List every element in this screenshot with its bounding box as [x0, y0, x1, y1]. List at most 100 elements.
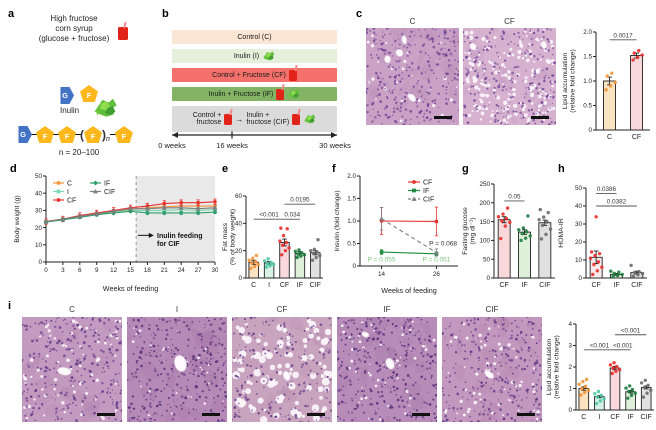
- svg-text:0: 0: [44, 267, 48, 274]
- panel-b-label: b: [162, 8, 169, 20]
- svg-text:40: 40: [35, 190, 43, 197]
- svg-text:0.0386: 0.0386: [597, 186, 617, 193]
- svg-text:CF: CF: [280, 282, 289, 289]
- svg-text:40: 40: [575, 203, 583, 210]
- svg-text:0: 0: [578, 275, 582, 282]
- inulin-icon: [304, 113, 316, 123]
- inulin-icon: [94, 98, 117, 117]
- liver-histology-i-cif: [442, 317, 542, 422]
- axes: 0 0.5 1.0 1.5 2.0 14 26 Insulin (fold change) We…: [334, 173, 458, 295]
- svg-text:Body weight (g): Body weight (g): [14, 195, 21, 242]
- panel-i-label: i: [8, 300, 12, 312]
- svg-text:HOMA-IR: HOMA-IR: [558, 218, 565, 248]
- group-label-cf: Control + Fructose (CF): [212, 71, 286, 79]
- svg-text:10: 10: [35, 242, 43, 249]
- panel-g-label: g: [462, 163, 469, 175]
- liver-histology-i-if: [337, 317, 437, 422]
- svg-text:4: 4: [568, 321, 572, 328]
- body-weight-chart: 0 10 20 30 40 50 0 3 6 9 12 15 18 21 24 27 30 Body weight…: [14, 173, 218, 293]
- histology-title-c: C: [409, 17, 416, 26]
- timeline-30-weeks: 30 weeks: [319, 141, 351, 150]
- svg-text:250: 250: [479, 181, 490, 188]
- timeline-0-weeks: 0 weeks: [158, 141, 186, 150]
- svg-text:100: 100: [479, 238, 490, 245]
- fructose-icon: [288, 69, 297, 81]
- inulin-icon: [263, 50, 275, 60]
- liver-histology-cf: [463, 28, 556, 125]
- panel-a-label: a: [8, 8, 15, 20]
- svg-text:1.5: 1.5: [347, 196, 356, 203]
- liver-histology-c: [366, 28, 459, 125]
- group-row-cif: Control + fructose → Inulin + fructose (…: [172, 106, 337, 132]
- svg-text:CIF: CIF: [641, 414, 652, 421]
- inulin-label: Inulin: [60, 106, 80, 115]
- svg-text:<0.001: <0.001: [590, 342, 610, 349]
- svg-text:<0.001: <0.001: [259, 212, 279, 219]
- svg-text:10: 10: [575, 257, 583, 264]
- svg-text:0.0017: 0.0017: [613, 32, 633, 39]
- fasting-glucose-chart: 0 50 100 150 200 250 Fasting glucose (mg dl⁻¹) 0…: [462, 181, 555, 289]
- n-range-label: n = 20–100: [58, 148, 100, 157]
- svg-text:P = 0.068: P = 0.068: [429, 240, 457, 247]
- svg-text:0.034: 0.034: [284, 212, 300, 219]
- svg-text:0.0382: 0.0382: [607, 199, 627, 206]
- svg-text:14: 14: [378, 271, 386, 278]
- svg-text:60: 60: [235, 193, 243, 200]
- svg-text:18: 18: [144, 267, 152, 274]
- bond: [31, 133, 37, 136]
- hfcs-title: High fructose corn syrup (glucose + fruc…: [38, 14, 110, 43]
- fructose-letter: F: [86, 91, 92, 100]
- svg-text:3: 3: [61, 267, 65, 274]
- panel-e-label: e: [222, 163, 229, 175]
- svg-text:C: C: [67, 180, 72, 187]
- chain-fructose-end: F: [114, 126, 133, 143]
- svg-text:(relative fold change): (relative fold change): [570, 49, 577, 112]
- homa-ir-chart: 0 10 20 30 40 50 HOMA-IR 0.0386 0.0382 CF IF CIF: [558, 185, 647, 289]
- svg-text:CF: CF: [610, 414, 619, 421]
- svg-text:0: 0: [352, 263, 356, 270]
- svg-text:Fat mass: Fat mass: [222, 222, 229, 251]
- svg-text:24: 24: [178, 267, 186, 274]
- svg-text:C: C: [607, 134, 612, 141]
- histology-title-cf: CF: [504, 17, 515, 26]
- svg-text:CF: CF: [591, 282, 600, 289]
- inulin-icon: [288, 88, 300, 98]
- svg-text:CF: CF: [632, 134, 641, 141]
- svg-text:150: 150: [479, 219, 490, 226]
- svg-text:Lipid accumulation: Lipid accumulation: [562, 53, 569, 110]
- chain-fructose-repeat: F: [84, 126, 102, 143]
- fat-mass-chart: 0 20 40 60 Fat mass (% of body weight) <0.001 0…: [222, 193, 323, 289]
- svg-text:27: 27: [195, 267, 203, 274]
- chain-fructose-1: F: [36, 126, 54, 143]
- svg-text:IF: IF: [423, 188, 429, 195]
- svg-text:40: 40: [235, 221, 243, 228]
- svg-text:6: 6: [78, 267, 82, 274]
- svg-text:9: 9: [95, 267, 99, 274]
- group-label-if: Inulin + Fructose (IF): [208, 90, 274, 98]
- group-label-control: Control (C): [237, 33, 272, 41]
- svg-text:30: 30: [211, 267, 218, 274]
- svg-text:200: 200: [479, 200, 490, 207]
- timeline: [172, 131, 337, 139]
- fructose-icon: [276, 88, 285, 100]
- svg-text:CIF: CIF: [104, 189, 115, 196]
- svg-text:P = 0.051: P = 0.051: [422, 257, 450, 264]
- lipid-accumulation-chart-c: 0 0.5 1.0 1.5 2.0 Lipid accumulation (relative…: [562, 29, 650, 141]
- svg-text:0: 0: [238, 275, 242, 282]
- svg-text:IF: IF: [521, 282, 527, 289]
- svg-text:0: 0: [38, 259, 42, 266]
- histology-title-i-i: I: [175, 305, 179, 314]
- svg-text:I: I: [268, 282, 270, 289]
- svg-text:CIF: CIF: [631, 282, 642, 289]
- svg-text:0: 0: [568, 407, 572, 414]
- juice-box-icon: [118, 27, 128, 40]
- chain-glucose: G: [18, 126, 32, 143]
- svg-text:P = 0.055: P = 0.055: [368, 257, 396, 264]
- svg-text:<0.001: <0.001: [613, 342, 633, 349]
- svg-text:CF: CF: [499, 282, 508, 289]
- lipid-accumulation-chart-i: 0 1 2 3 4 Lipid accumulation (relative fold ch…: [546, 321, 654, 421]
- timeline-16-weeks: 16 weeks: [216, 141, 248, 150]
- svg-text:2: 2: [568, 364, 572, 371]
- svg-text:Inulin feeding: Inulin feeding: [157, 233, 203, 240]
- svg-text:Lipid accumulation: Lipid accumulation: [546, 339, 553, 396]
